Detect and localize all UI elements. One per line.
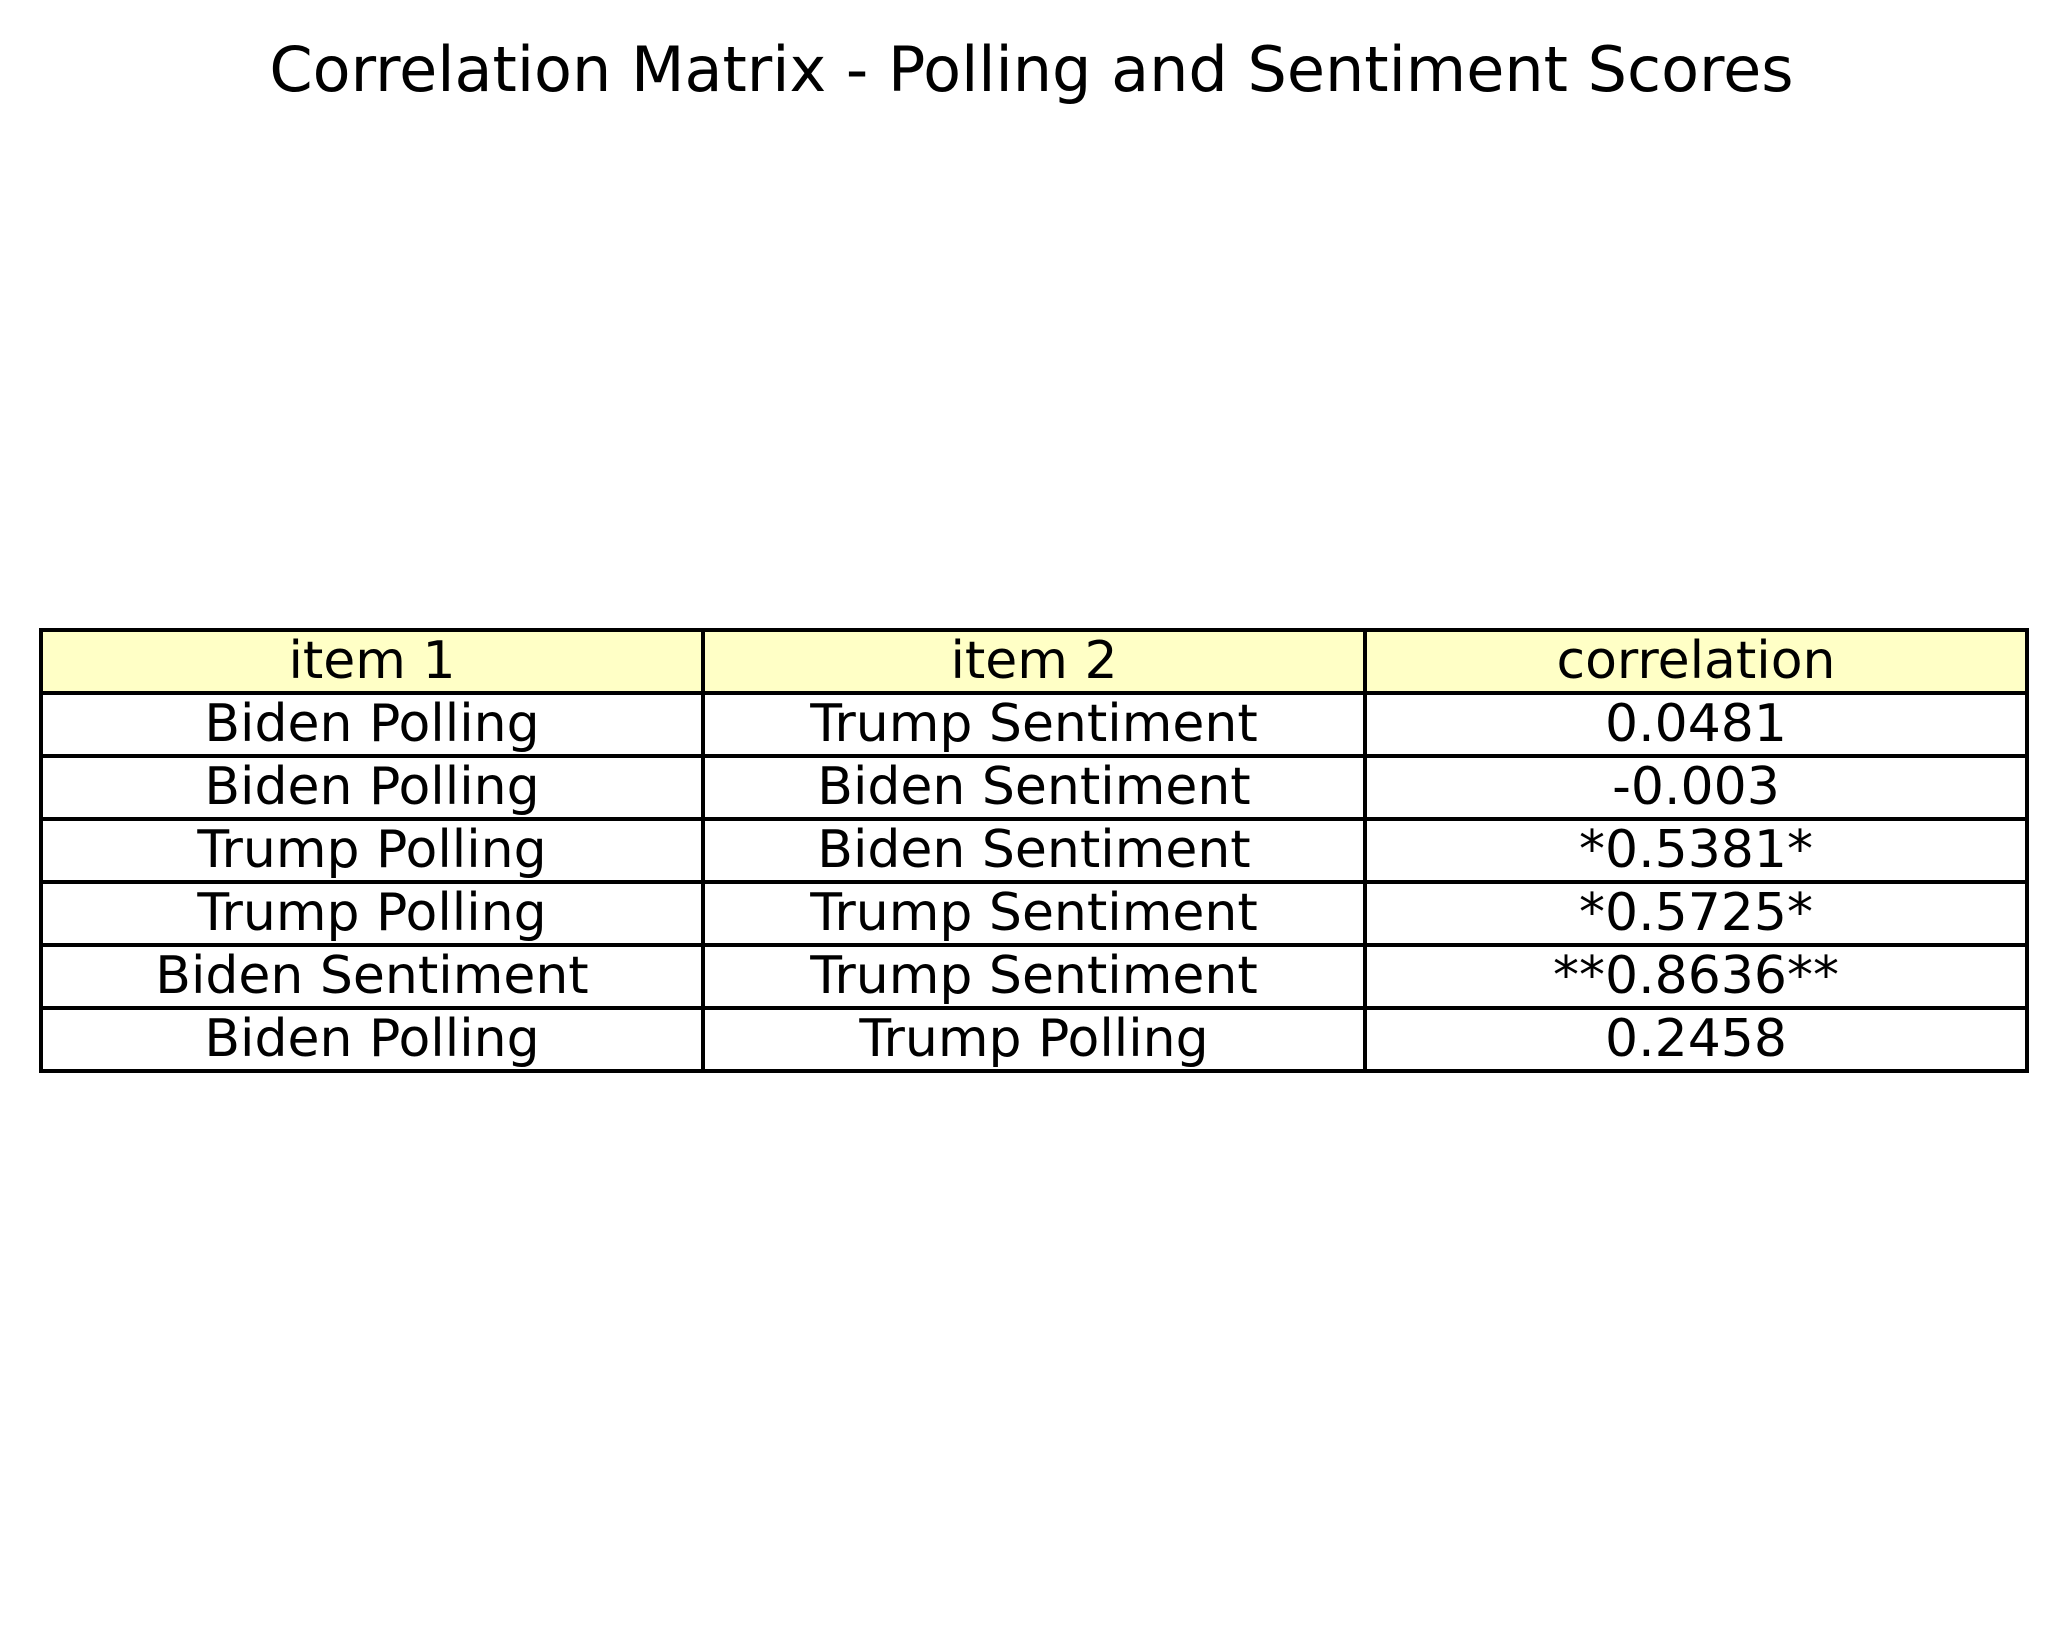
cell-correlation: 0.0481 — [1363, 691, 2029, 758]
cell-correlation: -0.003 — [1363, 754, 2029, 821]
table-header-row: item 1 item 2 correlation — [39, 628, 2029, 695]
table-row: Biden Polling Biden Sentiment -0.003 — [39, 754, 2029, 821]
column-header-item-2: item 2 — [701, 628, 1367, 695]
cell-correlation: **0.8636** — [1363, 943, 2029, 1010]
cell-item-1: Trump Polling — [39, 880, 705, 947]
column-header-item-1: item 1 — [39, 628, 705, 695]
cell-item-1: Biden Polling — [39, 754, 705, 821]
cell-item-1: Biden Sentiment — [39, 943, 705, 1010]
table-row: Trump Polling Biden Sentiment *0.5381* — [39, 817, 2029, 884]
cell-item-2: Trump Sentiment — [701, 691, 1367, 758]
table-row: Biden Polling Trump Sentiment 0.0481 — [39, 691, 2029, 758]
cell-item-2: Trump Sentiment — [701, 880, 1367, 947]
cell-item-2: Biden Sentiment — [701, 817, 1367, 884]
chart-title: Correlation Matrix - Polling and Sentime… — [269, 33, 1794, 106]
cell-correlation: *0.5381* — [1363, 817, 2029, 884]
cell-item-2: Trump Sentiment — [701, 943, 1367, 1010]
cell-item-2: Biden Sentiment — [701, 754, 1367, 821]
cell-item-1: Biden Polling — [39, 1006, 705, 1073]
correlation-table: item 1 item 2 correlation Biden Polling … — [39, 628, 2029, 1073]
table-row: Biden Sentiment Trump Sentiment **0.8636… — [39, 943, 2029, 1010]
table-row: Biden Polling Trump Polling 0.2458 — [39, 1006, 2029, 1073]
column-header-correlation: correlation — [1363, 628, 2029, 695]
cell-correlation: *0.5725* — [1363, 880, 2029, 947]
cell-item-1: Biden Polling — [39, 691, 705, 758]
cell-correlation: 0.2458 — [1363, 1006, 2029, 1073]
table-row: Trump Polling Trump Sentiment *0.5725* — [39, 880, 2029, 947]
cell-item-1: Trump Polling — [39, 817, 705, 884]
cell-item-2: Trump Polling — [701, 1006, 1367, 1073]
